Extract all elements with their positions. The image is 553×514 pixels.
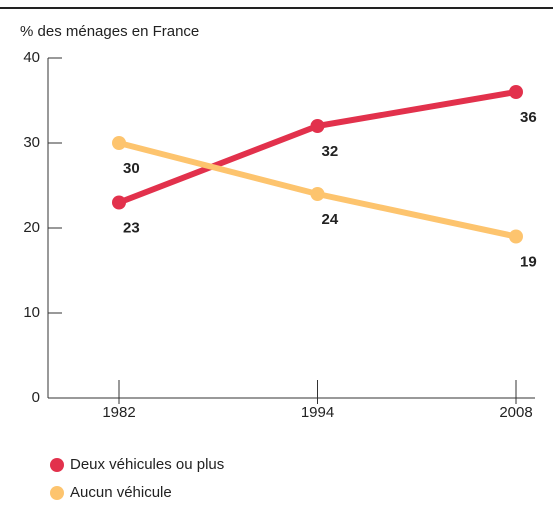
legend-label: Aucun véhicule [70, 484, 172, 501]
data-label: 23 [123, 219, 140, 236]
point [509, 229, 523, 244]
point [509, 85, 523, 99]
point [310, 119, 325, 133]
y-tick-label: 40 [23, 49, 40, 66]
x-tick-label: 1982 [102, 404, 135, 421]
y-tick-label: 10 [23, 304, 40, 321]
data-label: 36 [520, 109, 537, 126]
data-label: 30 [123, 160, 140, 177]
point [112, 136, 126, 150]
legend-marker [50, 486, 64, 500]
data-label: 24 [322, 211, 339, 228]
y-tick-label: 30 [23, 134, 40, 151]
y-axis-label: % des ménages en France [20, 23, 199, 40]
x-tick-label: 1994 [301, 404, 334, 421]
point [310, 187, 325, 201]
x-tick-label: 2008 [499, 404, 532, 421]
y-tick-label: 20 [23, 219, 40, 236]
legend-marker [50, 458, 64, 472]
point [112, 195, 126, 210]
data-label: 19 [520, 253, 537, 270]
y-tick-label: 0 [32, 389, 40, 406]
series-line [117, 89, 517, 206]
legend-label: Deux véhicules ou plus [70, 456, 224, 473]
data-label: 32 [322, 143, 339, 160]
